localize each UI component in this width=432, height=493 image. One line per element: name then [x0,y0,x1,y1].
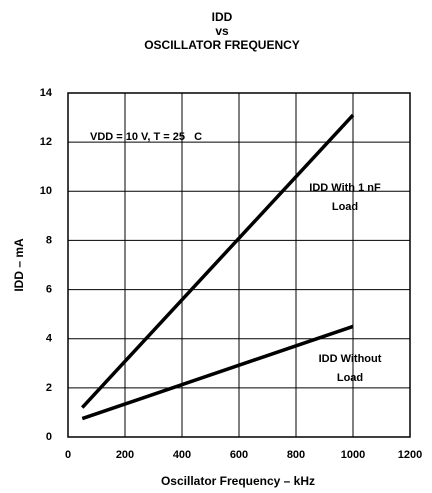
y-tick-label: 0 [46,431,52,443]
annotation: Load [332,201,358,213]
plot-frame [67,92,411,438]
chart-title: IDD [212,10,233,24]
series-line [80,113,355,409]
chart-title: vs [215,24,229,38]
y-tick-label: 4 [46,333,53,345]
x-tick-label: 1200 [398,449,422,461]
x-axis-label: Oscillator Frequency – kHz [161,474,315,488]
annotation: IDD Without [319,353,382,365]
x-tick-label: 800 [287,449,305,461]
series-line [81,324,354,421]
y-tick-label: 6 [46,283,52,295]
annotation: VDD = 10 V, T = 25 C [90,131,202,143]
x-tick-label: 600 [230,449,248,461]
annotation: Load [337,372,363,384]
x-tick-label: 1000 [341,449,365,461]
x-tick-label: 400 [173,449,191,461]
y-tick-label: 8 [46,234,52,246]
chart-title: OSCILLATOR FREQUENCY [144,38,300,52]
y-tick-label: 10 [40,185,52,197]
x-tick-label: 200 [116,449,134,461]
y-tick-label: 12 [40,136,52,148]
y-tick-label: 14 [40,87,53,99]
x-tick-label: 0 [65,449,71,461]
y-axis-label: IDD – mA [12,238,26,292]
y-tick-label: 2 [46,382,52,394]
annotation: IDD With 1 nF [309,182,381,194]
